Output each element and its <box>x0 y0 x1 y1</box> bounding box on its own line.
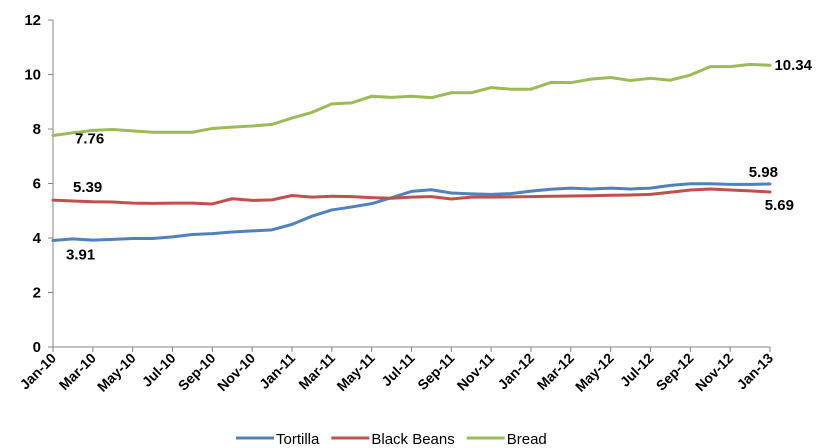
data-label-bread: 7.76 <box>75 131 104 148</box>
x-tick-label: Jul-12 <box>617 350 657 390</box>
y-tick-label: 4 <box>33 230 42 247</box>
y-tick-label: 2 <box>33 285 41 302</box>
series-lines <box>51 62 772 242</box>
x-tick-label: Jan-12 <box>494 350 537 393</box>
x-tick-label: May-12 <box>572 350 617 395</box>
x-tick-label: Sep-10 <box>175 350 219 394</box>
legend: Tortilla Black Beans Bread <box>236 431 547 448</box>
legend-label: Tortilla <box>276 431 320 448</box>
y-tick-label: 0 <box>33 339 41 356</box>
series-line-black-beans <box>51 187 772 206</box>
data-label-black-beans: 5.69 <box>765 197 794 214</box>
x-tick-label: May-10 <box>94 350 139 395</box>
legend-label: Bread <box>507 431 547 448</box>
x-tick-label: Sep-12 <box>653 350 697 394</box>
x-tick-label: Jan-11 <box>256 350 298 392</box>
x-tick-label: Jul-10 <box>139 350 179 390</box>
x-tick-label: Nov-12 <box>692 350 736 394</box>
x-tick-label: Mar-12 <box>534 350 577 393</box>
y-tick-label: 6 <box>33 176 41 193</box>
x-tick-label: Mar-10 <box>56 350 99 393</box>
series-line-bread <box>51 62 772 138</box>
legend-label: Black Beans <box>371 431 454 448</box>
data-label-tortilla: 3.91 <box>66 246 95 263</box>
x-tick-label: Jan-13 <box>733 350 776 393</box>
data-label-tortilla: 5.98 <box>749 164 778 181</box>
x-tick-label: Jul-11 <box>378 350 418 390</box>
x-tick-label: Nov-10 <box>214 350 258 394</box>
x-tick-label: Sep-11 <box>414 350 457 393</box>
x-tick-label: Mar-11 <box>295 350 338 393</box>
axes <box>52 20 770 348</box>
x-tick-label: Jan-10 <box>16 350 59 393</box>
x-tick-label: Nov-11 <box>454 350 498 394</box>
data-label-black-beans: 5.39 <box>73 179 102 196</box>
y-tick-label: 8 <box>33 121 41 138</box>
y-tick-label: 10 <box>24 67 41 84</box>
y-tick-label: 12 <box>24 12 41 29</box>
data-label-bread: 10.34 <box>774 57 812 74</box>
series-line-tortilla <box>51 182 772 242</box>
x-tick-label: May-11 <box>333 350 377 394</box>
data-labels: 3.91 5.98 5.39 5.69 7.76 10.34 <box>66 57 813 263</box>
y-axis-ticks: 0 2 4 6 8 10 12 <box>24 12 53 356</box>
